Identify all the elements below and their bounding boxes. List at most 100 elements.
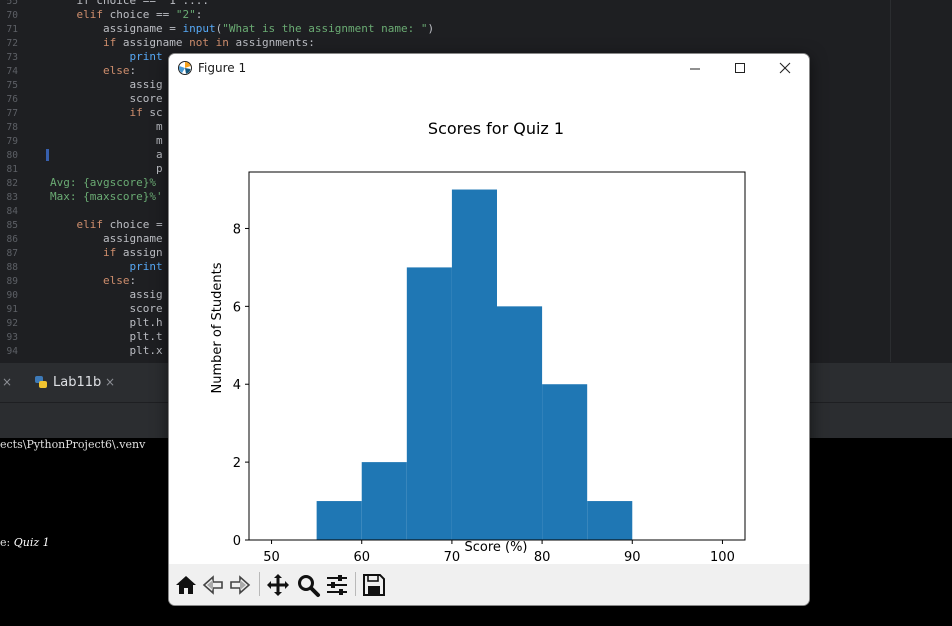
code-line[interactable]: plt.t [50,330,163,343]
line-number: 83 [6,192,18,203]
line-number: 77 [6,108,18,119]
histogram-bar [451,189,497,540]
line-number: 94 [6,346,18,357]
line-number: 81 [6,164,18,175]
code-line[interactable]: assig [50,288,163,301]
y-axis-label: Number of Students [210,262,225,393]
window-title: Figure 1 [198,61,247,75]
histogram-bar [542,384,588,540]
code-line[interactable]: assigname [50,232,163,245]
line-number: 55 [6,0,18,7]
prompt-prefix: e: [0,536,14,549]
configure-subplots-icon[interactable] [324,572,350,598]
zoom-icon[interactable] [295,572,321,598]
terminal-prompt-line: e: Quiz 1 [0,536,50,549]
code-line[interactable]: a [50,148,163,161]
save-icon[interactable] [361,572,387,598]
toolbar-separator [355,572,356,596]
line-number: 72 [6,38,18,49]
close-tab-icon[interactable]: × [2,375,13,389]
line-number: 85 [6,220,18,231]
pan-icon[interactable] [265,572,291,598]
prompt-input-value: Quiz 1 [13,536,50,549]
line-number: 90 [6,290,18,301]
code-line[interactable]: if assign [102,246,163,259]
line-number: 78 [6,122,18,133]
x-tick-label: 50 [263,550,280,564]
right-margin-guide [890,0,891,362]
code-line[interactable]: m [50,134,163,147]
y-axis-ticks: 0 2 4 6 8 [233,222,249,549]
home-icon[interactable] [173,572,199,598]
x-axis-label: Score (%) [464,540,527,555]
line-number: 75 [6,80,18,91]
matplotlib-icon [178,61,192,75]
x-tick-label: 60 [353,550,370,564]
code-line[interactable]: if choice == "1":... [50,0,209,7]
histogram-bar [406,267,452,540]
line-number: 82 [6,178,18,189]
line-number: 86 [6,234,18,245]
y-tick-label: 0 [233,534,241,549]
x-tick-label: 80 [534,550,551,564]
histogram-bar [316,501,362,540]
code-line[interactable]: if assigname not in assignments: [102,36,315,49]
close-tab-icon[interactable]: × [105,375,116,389]
line-number: 88 [6,262,18,273]
back-icon[interactable] [200,572,226,598]
terminal-path-line: ects\PythonProject6\.venv [0,438,146,451]
code-line[interactable]: assigname = input("What is the assignmen… [50,22,435,35]
line-gutter: 55 70 71 72 73 74 75 76 77 78 79 80 81 82 83 84 85 86 87 88… [0,0,48,362]
code-line[interactable]: score [50,92,163,105]
python-icon [35,376,47,388]
code-line[interactable]: elif choice == "2": [50,8,203,21]
change-marker [46,149,49,161]
line-number: 87 [6,248,18,259]
axes-frame [248,171,746,541]
y-tick-label: 8 [233,222,241,237]
code-line[interactable]: Avg: {avgscore}% [50,176,163,189]
histogram-bar [361,462,407,540]
y-tick-label: 2 [233,456,241,471]
y-tick-label: 6 [233,300,241,315]
code-line[interactable]: Max: {maxscore}%' [50,190,163,203]
figure-canvas[interactable]: Scores for Quiz 1 50 60 70 80 90 100 0 2 4 6 8 Sc… [169,84,809,564]
line-number: 74 [6,66,18,77]
line-number: 79 [6,136,18,147]
code-line[interactable]: plt.x [50,344,163,357]
x-tick-label: 100 [710,550,735,564]
code-line[interactable]: score [50,302,163,315]
line-number: 76 [6,94,18,105]
line-number: 92 [6,318,18,329]
histogram-bar [587,501,633,540]
code-line[interactable]: print [50,50,163,63]
line-number: 89 [6,276,18,287]
navigation-toolbar [169,564,809,605]
close-button[interactable] [779,62,791,74]
y-tick-label: 4 [233,378,241,393]
line-number: 93 [6,332,18,343]
histogram-bar [497,306,543,540]
code-line[interactable]: else: [102,64,137,77]
x-tick-label: 70 [444,550,461,564]
x-axis-ticks: 50 60 70 80 90 100 [263,540,735,564]
window-titlebar[interactable]: Figure 1 [169,54,809,84]
line-number: 91 [6,304,18,315]
code-line[interactable]: elif choice = [50,218,163,231]
code-line[interactable]: m [50,120,163,133]
x-tick-label: 90 [624,550,641,564]
line-number: 71 [6,24,18,35]
maximize-button[interactable] [734,62,746,74]
figure-window[interactable]: Figure 1 Scores for Quiz 1 50 60 70 80 90 100… [168,53,810,606]
code-line[interactable]: else: [102,274,137,287]
code-line[interactable]: plt.h [50,316,163,329]
line-number: 80 [6,150,18,161]
code-line[interactable]: p [50,162,163,175]
forward-icon[interactable] [227,572,253,598]
code-line[interactable]: assig [50,78,163,91]
code-line[interactable]: if sc [129,106,163,119]
code-line[interactable]: print [50,260,163,273]
minimize-button[interactable] [689,63,701,75]
line-number: 73 [6,52,18,63]
toolbar-separator [259,572,260,596]
